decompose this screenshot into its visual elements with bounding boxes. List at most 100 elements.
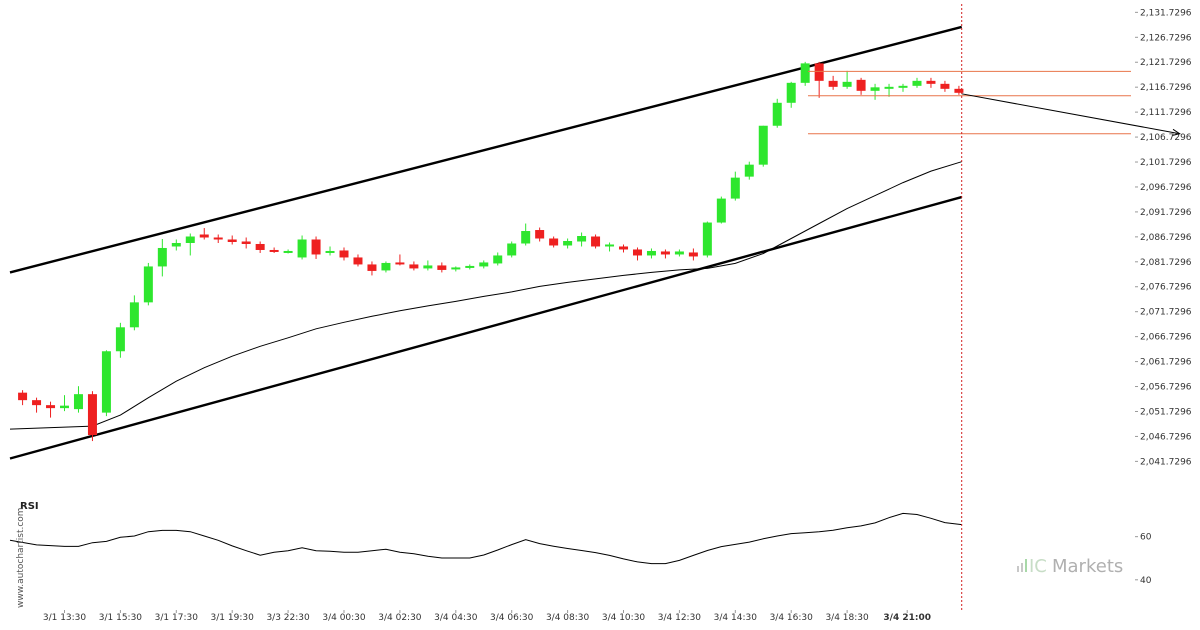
time-tick-label: 3/4 16:30 — [770, 613, 814, 623]
candle — [241, 237, 251, 249]
price-tick-label: 2,091.7296 — [1140, 208, 1192, 218]
candle — [255, 241, 265, 253]
time-tick-label: 3/4 10:30 — [602, 613, 646, 623]
candle — [73, 386, 83, 413]
candle-body — [227, 239, 237, 242]
candle-body — [269, 249, 279, 252]
autochartist-watermark: www.autochartist.com — [16, 507, 26, 608]
candle — [646, 248, 656, 259]
candle — [143, 262, 153, 306]
candle — [577, 232, 587, 247]
price-tick-label: 2,066.7296 — [1140, 333, 1192, 343]
candle-body — [730, 177, 740, 199]
candle-body — [800, 63, 810, 83]
price-tick-label: 2,116.7296 — [1140, 83, 1192, 93]
candle-body — [744, 164, 754, 177]
price-tick-label: 2,051.7296 — [1140, 407, 1192, 417]
price-tick-label: 2,061.7296 — [1140, 358, 1192, 368]
candle-body — [199, 234, 209, 238]
candle-body — [716, 198, 726, 223]
candle — [423, 260, 433, 271]
candle-body — [255, 243, 265, 250]
candle-body — [283, 250, 293, 253]
candle-body — [213, 237, 223, 240]
candle-body — [437, 265, 447, 270]
candle-body — [381, 262, 391, 271]
candle-body — [842, 81, 852, 87]
candle — [171, 239, 181, 251]
price-tick-label: 2,041.7296 — [1140, 457, 1192, 467]
candle-body — [884, 86, 894, 89]
candle-body — [507, 243, 517, 256]
candle — [912, 77, 922, 88]
candle — [688, 248, 698, 261]
candle-body — [171, 242, 181, 247]
candle-body — [297, 239, 307, 258]
brand-prefix: IC — [1029, 556, 1047, 577]
candles-layer — [18, 61, 964, 442]
price-tick-label: 2,086.7296 — [1140, 233, 1192, 243]
candle — [632, 247, 642, 261]
time-tick-label: 3/1 13:30 — [43, 613, 87, 623]
candle-body — [772, 102, 782, 126]
price-tick-label: 2,101.7296 — [1140, 158, 1192, 168]
candle-body — [493, 255, 503, 264]
candle — [591, 234, 601, 249]
candle — [619, 244, 629, 253]
time-tick-label: 3/4 12:30 — [658, 613, 702, 623]
candle-body — [60, 405, 70, 409]
candle — [674, 249, 684, 257]
candle — [493, 252, 503, 266]
candle — [940, 80, 950, 92]
candle-body — [674, 251, 684, 255]
candle — [563, 238, 573, 249]
time-tick-label: 3/1 15:30 — [99, 613, 143, 623]
moving-average-layer — [9, 161, 962, 430]
candle-body — [241, 241, 251, 244]
candle-body — [409, 264, 419, 269]
projection-layer — [807, 70, 1181, 136]
rsi-layer — [9, 512, 962, 565]
price-tick-label: 2,131.7296 — [1140, 8, 1192, 18]
candle-body — [535, 230, 545, 239]
candle-body — [479, 262, 489, 267]
price-tick-label: 2,096.7296 — [1140, 183, 1192, 193]
candle-body — [465, 265, 475, 268]
time-tick-label: 3/4 02:30 — [378, 613, 422, 623]
candle — [744, 161, 754, 180]
time-tick-label: 3/4 00:30 — [322, 613, 366, 623]
price-tick-label: 2,071.7296 — [1140, 308, 1192, 318]
time-tick-label: 3/4 14:30 — [714, 613, 758, 623]
time-tick-label: 3/1 17:30 — [155, 613, 199, 623]
candle-body — [18, 392, 28, 401]
candle-body — [688, 252, 698, 257]
candle-body — [912, 80, 922, 86]
candle — [870, 83, 880, 100]
candle — [926, 77, 936, 88]
time-tick-label: 3/4 06:30 — [490, 613, 534, 623]
candle — [800, 61, 810, 86]
candle-body — [185, 236, 195, 243]
candle — [828, 75, 838, 90]
candle — [18, 390, 28, 406]
candle — [549, 236, 559, 248]
candle-body — [311, 239, 321, 255]
price-tick-label: 2,081.7296 — [1140, 258, 1192, 268]
candle-body — [101, 351, 111, 413]
candle — [521, 223, 531, 246]
candle-body — [758, 125, 768, 165]
rsi-line — [9, 512, 962, 565]
candle — [772, 98, 782, 128]
candle — [381, 261, 391, 273]
candle — [157, 238, 167, 277]
candle-body — [423, 265, 433, 269]
brand-name: Markets — [1052, 556, 1123, 577]
candle — [535, 227, 545, 242]
candle — [451, 266, 461, 272]
candle-body — [367, 264, 377, 271]
candle-body — [32, 400, 42, 406]
candle — [884, 83, 894, 97]
candle-body — [563, 240, 573, 246]
candle — [297, 235, 307, 260]
candle — [115, 322, 125, 358]
